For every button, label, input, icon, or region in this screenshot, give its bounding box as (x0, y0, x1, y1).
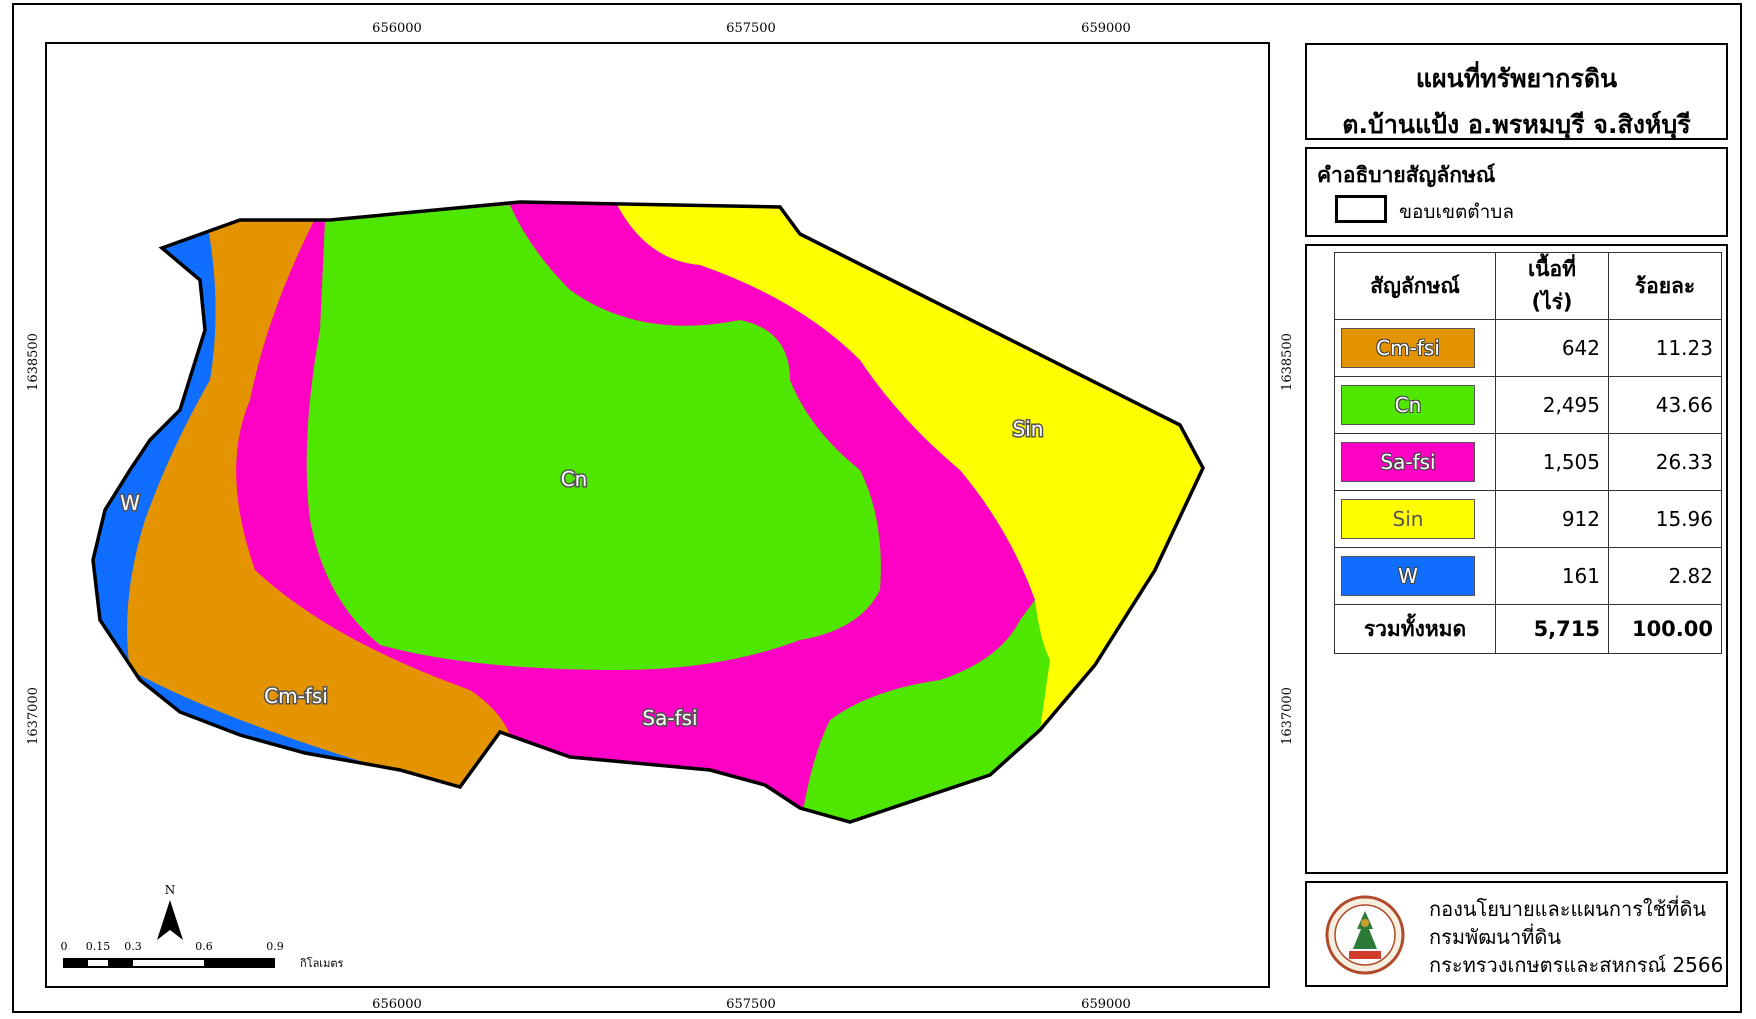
credit-line-1: กองนโยบายและแผนการใช้ที่ดิน (1429, 897, 1707, 921)
cell-percent: 43.66 (1608, 376, 1722, 434)
soil-area-table: สัญลักษณ์ เนื้อที่ (ไร่) ร้อยละ Cm-fsi 6… (1334, 252, 1722, 654)
cell-area: 1,505 (1495, 433, 1609, 491)
x-tick-bottom-1: 656000 (372, 997, 422, 1012)
zone-cn (306, 205, 881, 670)
zone-label-sin: Sin (1013, 417, 1044, 441)
header-percent: ร้อยละ (1608, 252, 1722, 320)
soil-table-panel: สัญลักษณ์ เนื้อที่ (ไร่) ร้อยละ Cm-fsi 6… (1305, 244, 1728, 874)
cell-area: 161 (1495, 547, 1609, 605)
map-frame (12, 3, 1742, 1013)
north-arrow-icon: N (157, 883, 183, 940)
cell-area: 912 (1495, 490, 1609, 548)
total-area: 5,715 (1495, 604, 1609, 654)
cell-area: 642 (1495, 319, 1609, 377)
boundary-label: ขอบเขตตำบล (1399, 201, 1514, 223)
subdistrict-boundary (91, 200, 1205, 824)
table-row: Sin 912 15.96 (1334, 490, 1722, 548)
scale-bar: 0 0.15 0.3 0.6 0.9 กิโลเมตร (61, 940, 344, 970)
credit-line-3: กระทรวงเกษตรและสหกรณ์ 2566 (1429, 953, 1724, 977)
table-row: W 161 2.82 (1334, 547, 1722, 605)
y-tick-left-1: 1638500 (26, 333, 41, 391)
zone-cn-east (800, 600, 1050, 822)
table-row: Sa-fsi 1,505 26.33 (1334, 433, 1722, 491)
map-title-panel: แผนที่ทรัพยากรดิน ต.บ้านแป้ง อ.พรหมบุรี … (1305, 43, 1728, 140)
cell-percent: 11.23 (1608, 319, 1722, 377)
zone-label-sa-fsi: Sa-fsi (642, 706, 697, 730)
table-header-row: สัญลักษณ์ เนื้อที่ (ไร่) ร้อยละ (1334, 252, 1722, 320)
swatch-sa-fsi: Sa-fsi (1341, 442, 1475, 482)
swatch-sin: Sin (1341, 499, 1475, 539)
zone-label-cm-fsi: Cm-fsi (264, 684, 328, 708)
x-tick-top-1: 656000 (372, 21, 422, 36)
credit-panel: กองนโยบายและแผนการใช้ที่ดิน กรมพัฒนาที่ด… (1305, 881, 1728, 987)
scale-tick-2: 0.3 (124, 940, 142, 953)
table-row: Cn 2,495 43.66 (1334, 376, 1722, 434)
scale-tick-4: 0.9 (266, 940, 284, 953)
table-total-row: รวมทั้งหมด 5,715 100.00 (1334, 604, 1722, 654)
swatch-w: W (1341, 556, 1475, 596)
x-tick-bottom-3: 659000 (1081, 997, 1131, 1012)
y-tick-right-1: 1638500 (1280, 333, 1295, 391)
cell-percent: 26.33 (1608, 433, 1722, 491)
y-tick-right-2: 1637000 (1280, 687, 1295, 745)
legend-heading: คำอธิบายสัญลักษณ์ (1317, 163, 1496, 187)
swatch-cm-fsi: Cm-fsi (1341, 328, 1475, 368)
table-row: Cm-fsi 642 11.23 (1334, 319, 1722, 377)
scale-tick-0: 0 (61, 940, 68, 953)
x-tick-top-3: 659000 (1081, 21, 1131, 36)
legend-panel: คำอธิบายสัญลักษณ์ ขอบเขตตำบล (1305, 147, 1728, 237)
zone-label-w: W (120, 491, 140, 515)
department-seal-icon (1325, 895, 1405, 975)
cell-area: 2,495 (1495, 376, 1609, 434)
x-tick-top-2: 657500 (726, 21, 776, 36)
total-percent: 100.00 (1608, 604, 1722, 654)
boundary-swatch (1335, 195, 1387, 223)
credit-line-2: กรมพัฒนาที่ดิน (1429, 925, 1562, 949)
swatch-cn: Cn (1341, 385, 1475, 425)
scale-tick-3: 0.6 (195, 940, 213, 953)
svg-text:N: N (165, 883, 176, 897)
zone-label-cn: Cn (561, 467, 588, 491)
y-tick-left-2: 1637000 (26, 687, 41, 745)
scale-tick-1: 0.15 (86, 940, 111, 953)
x-tick-bottom-2: 657500 (726, 997, 776, 1012)
header-symbol: สัญลักษณ์ (1334, 252, 1496, 320)
cell-percent: 2.82 (1608, 547, 1722, 605)
total-label: รวมทั้งหมด (1334, 604, 1496, 654)
header-area: เนื้อที่ (ไร่) (1495, 252, 1609, 320)
map-title: แผนที่ทรัพยากรดิน (1415, 64, 1618, 93)
map-subtitle: ต.บ้านแป้ง อ.พรหมบุรี จ.สิงห์บุรี (1342, 110, 1691, 139)
scale-unit: กิโลเมตร (300, 956, 344, 970)
cell-percent: 15.96 (1608, 490, 1722, 548)
